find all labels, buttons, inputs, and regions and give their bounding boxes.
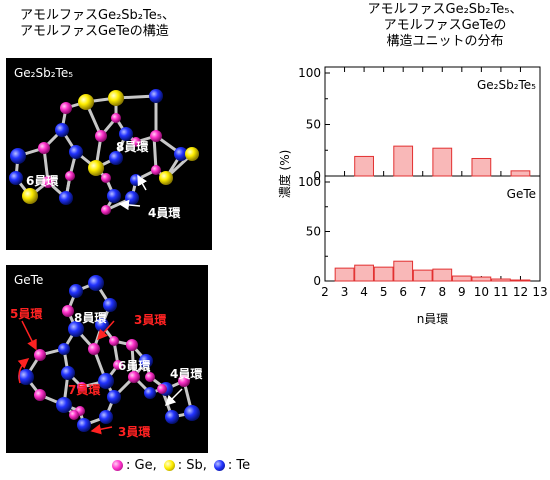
ring-arrows: [17, 320, 183, 435]
x-tick-label: 7: [419, 285, 427, 299]
x-tick-label: 6: [399, 285, 407, 299]
gete-panel-label: GeTe: [14, 273, 44, 287]
ge2sb2te5-structure-panel: Ge₂Sb₂Te₅ 8員環 6員環 4員環: [6, 58, 212, 250]
bar: [393, 260, 414, 282]
x-tick-label: 2: [321, 285, 329, 299]
series-label: Ge₂Sb₂Te₅: [477, 78, 536, 92]
te-legend-label: : Te: [227, 458, 251, 473]
x-tick-label: 13: [532, 285, 547, 299]
atom-legend: : Ge, : Sb, : Te: [112, 458, 250, 473]
bar: [471, 157, 492, 177]
y-tick-label: 100: [298, 175, 321, 189]
x-tick-label: 11: [493, 285, 508, 299]
y-axis-label: 濃度 (%): [277, 150, 292, 199]
y-tick-label: 50: [306, 118, 321, 132]
gete-structure-image: [17, 275, 200, 435]
bar: [451, 275, 472, 282]
chart-text: 0 50 100 Ge₂Sb₂Te₅ 0 50 100 GeTe 2 3 4 5 6 7 8 9 10 11 12 1…: [277, 66, 548, 326]
bar: [510, 170, 531, 177]
left-title-line2: アモルファスGeTeの構造: [20, 24, 169, 39]
x-tick-label: 4: [360, 285, 368, 299]
bar: [334, 267, 355, 282]
ring-label-6: 6員環: [118, 359, 151, 373]
right-title-line2: アモルファスGeTeの: [383, 18, 507, 33]
x-tick-label: 9: [458, 285, 466, 299]
x-tick-label: 5: [380, 285, 388, 299]
x-tick-label: 12: [513, 285, 528, 299]
ring-label-4: 4員環: [170, 367, 203, 381]
bar: [510, 279, 531, 282]
left-title-line1: アモルファスGe₂Sb₂Te₅、: [20, 8, 175, 23]
left-title: アモルファスGe₂Sb₂Te₅、 アモルファスGeTeの構造: [20, 8, 175, 40]
right-title-line1: アモルファスGe₂Sb₂Te₅、: [367, 2, 523, 17]
x-tick-label: 8: [438, 285, 446, 299]
bar: [471, 276, 492, 282]
y-tick-label: 100: [298, 66, 321, 80]
atoms: [9, 89, 199, 215]
y-tick-label: 0: [313, 274, 321, 288]
ge-legend-label: : Ge,: [126, 458, 157, 473]
ring-label-5: 5員環: [10, 307, 43, 321]
right-title: アモルファスGe₂Sb₂Te₅、 アモルファスGeTeの 構造ユニットの分布: [350, 2, 540, 50]
y-tick-label: 0: [313, 169, 321, 183]
ring-arrows: [118, 174, 148, 211]
x-axis-label: n員環: [417, 312, 449, 326]
bar: [491, 278, 511, 282]
ring-label-7: 7員環: [68, 383, 101, 397]
ge-legend-swatch: [112, 460, 123, 471]
atoms: [18, 275, 200, 432]
sb-legend-label: : Sb,: [177, 458, 207, 473]
bar: [412, 269, 433, 282]
chart-bars: [334, 145, 531, 282]
ring-label-3-lower: 3員環: [118, 425, 151, 439]
ring-label-8: 8員環: [74, 311, 107, 325]
ge2sb2te5-structure-image: [9, 89, 199, 215]
ring-label-3-upper: 3員環: [134, 313, 167, 327]
sb-legend-swatch: [163, 460, 175, 471]
ring-label-8: 8員環: [116, 140, 149, 154]
bar: [373, 266, 394, 282]
x-tick-label: 3: [341, 285, 349, 299]
te-legend-swatch: [213, 460, 225, 471]
ring-label-6: 6員環: [26, 174, 59, 188]
bar: [354, 155, 374, 177]
bar: [393, 145, 414, 177]
gete-structure-panel: GeTe 8員環 6員環 4員環 5員環 3員環 7員環 3員環: [6, 265, 208, 453]
y-tick-label: 50: [306, 225, 321, 239]
ring-label-4: 4員環: [148, 206, 181, 220]
bar: [432, 147, 453, 177]
right-title-line3: 構造ユニットの分布: [386, 34, 504, 49]
x-tick-label: 10: [474, 285, 489, 299]
series-label: GeTe: [507, 187, 536, 201]
bar: [432, 268, 453, 282]
ge2sb2te5-panel-label: Ge₂Sb₂Te₅: [14, 66, 74, 80]
bar: [354, 264, 374, 282]
ring-distribution-chart: 0 50 100 Ge₂Sb₂Te₅ 0 50 100 GeTe 2 3 4 5 6 7 8 9 10 11 12 1…: [277, 66, 548, 326]
